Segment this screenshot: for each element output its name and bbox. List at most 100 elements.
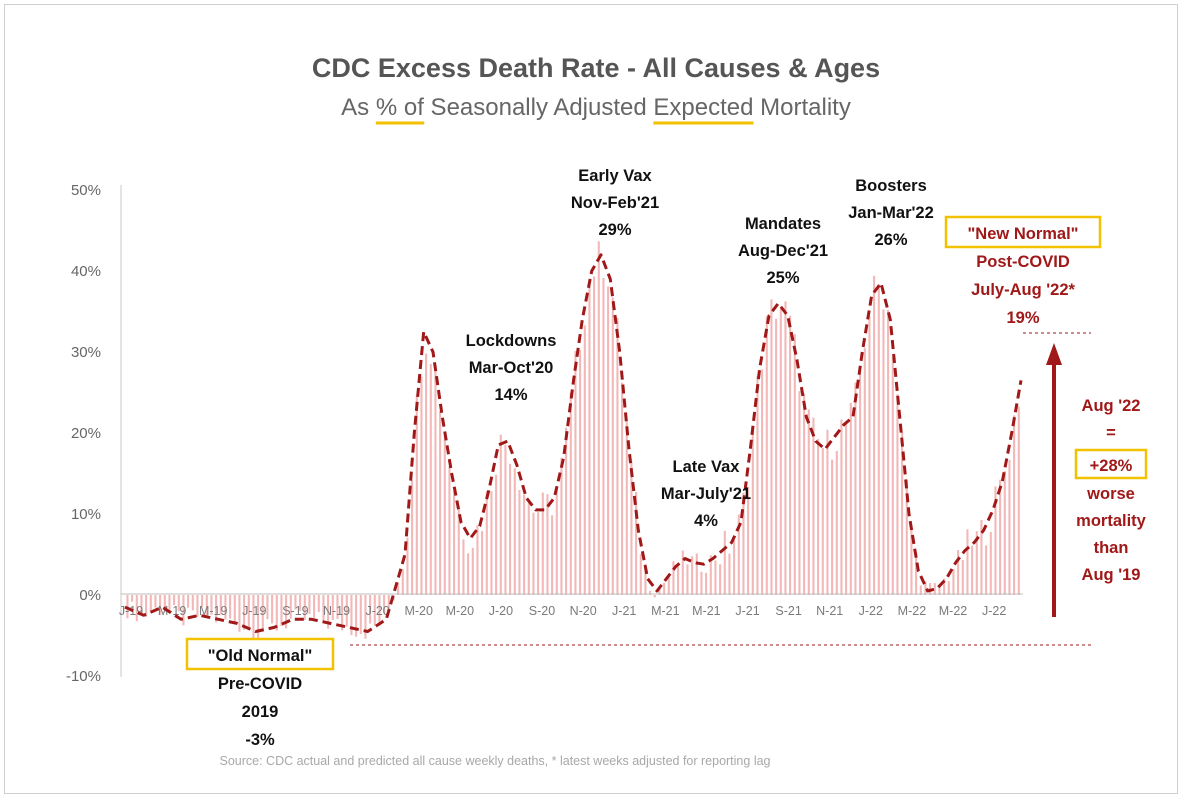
week-bar <box>397 582 400 595</box>
chart-frame: CDC Excess Death Rate - All Causes & Age… <box>4 4 1178 794</box>
week-bar <box>812 417 815 595</box>
week-bar <box>882 309 885 595</box>
week-bar <box>187 595 190 608</box>
week-bar <box>672 561 675 595</box>
week-bar <box>182 595 185 626</box>
svg-text:29%: 29% <box>598 221 631 239</box>
week-bar <box>957 549 960 595</box>
svg-text:than: than <box>1094 539 1129 557</box>
week-bar <box>238 595 241 632</box>
week-bar <box>527 501 530 595</box>
week-bar <box>429 364 432 595</box>
week-bar <box>201 595 204 608</box>
annotation-mandates: Mandates Aug-Dec'21 25% <box>738 215 828 287</box>
week-bar <box>616 317 619 595</box>
week-bar <box>555 486 558 595</box>
week-bar <box>630 460 633 595</box>
week-bar <box>719 564 722 595</box>
week-bar <box>369 595 372 624</box>
week-bar <box>733 540 736 595</box>
svg-text:Lockdowns: Lockdowns <box>466 332 557 350</box>
week-bar <box>695 553 698 595</box>
subtitle-part-highlight-1: % of <box>376 94 424 121</box>
subtitle-part-5: Mortality <box>753 94 850 121</box>
week-bar <box>588 283 591 595</box>
svg-text:Mar-Oct'20: Mar-Oct'20 <box>469 359 554 377</box>
week-bar <box>770 299 773 595</box>
week-bar <box>154 595 157 608</box>
week-bar <box>943 578 946 595</box>
week-bar <box>658 587 661 595</box>
svg-text:July-Aug '22*: July-Aug '22* <box>971 281 1075 299</box>
svg-text:worse: worse <box>1086 485 1135 503</box>
week-bar <box>747 486 750 595</box>
week-bar <box>971 545 974 595</box>
week-bar <box>350 595 353 636</box>
week-bar <box>663 582 666 595</box>
annotation-late-vax: Late Vax Mar-July'21 4% <box>661 458 751 530</box>
week-bar <box>420 376 423 595</box>
y-tick-label: 50% <box>71 182 101 199</box>
svg-text:Mandates: Mandates <box>745 215 821 233</box>
x-tick-label: S-21 <box>775 604 801 618</box>
week-bar <box>705 572 708 595</box>
week-bar <box>317 595 320 613</box>
svg-text:2019: 2019 <box>242 703 279 721</box>
week-bar <box>541 492 544 595</box>
week-bar <box>205 595 208 619</box>
week-bar <box>163 595 166 613</box>
annotation-old-normal: "Old Normal" Pre-COVID 2019 -3% <box>185 637 335 749</box>
week-bar <box>485 491 488 595</box>
week-bar <box>597 241 600 596</box>
week-bar <box>224 595 227 620</box>
week-bar <box>980 519 983 595</box>
svg-text:mortality: mortality <box>1076 512 1147 530</box>
svg-text:26%: 26% <box>874 231 907 249</box>
week-bar <box>387 595 390 612</box>
week-bar <box>849 402 852 595</box>
week-bar <box>434 364 437 595</box>
x-tick-label: M-21 <box>651 604 680 618</box>
y-tick-labels: 50% 40% 30% 20% 10% 0% -10% <box>66 182 101 685</box>
x-tick-label: N-20 <box>570 604 597 618</box>
week-bar <box>481 531 484 595</box>
week-bar <box>821 447 824 595</box>
week-bar <box>327 595 330 629</box>
week-bar <box>551 515 554 595</box>
svg-text:-3%: -3% <box>245 731 275 749</box>
week-bar <box>723 530 726 595</box>
week-bar <box>383 595 386 614</box>
x-tick-label: M-19 <box>158 604 187 618</box>
old-normal-highlight-box <box>185 637 335 671</box>
week-bar <box>495 474 498 595</box>
week-bar <box>322 595 325 623</box>
week-bar <box>257 595 260 638</box>
svg-text:Early Vax: Early Vax <box>578 167 652 185</box>
week-bar <box>714 560 717 595</box>
week-bar <box>901 431 904 595</box>
annotation-boosters: Boosters Jan-Mar'22 26% <box>848 177 934 249</box>
week-bar <box>177 595 180 612</box>
chart-title: CDC Excess Death Rate - All Causes & Age… <box>312 53 880 83</box>
svg-text:14%: 14% <box>494 386 527 404</box>
week-bar <box>168 595 171 611</box>
week-bar <box>709 555 712 595</box>
increase-highlight-box <box>1074 448 1148 480</box>
annotation-lockdowns: Lockdowns Mar-Oct'20 14% <box>466 332 557 404</box>
week-bar <box>667 576 670 595</box>
svg-text:25%: 25% <box>766 269 799 287</box>
week-bar <box>303 595 306 620</box>
week-bar <box>219 595 222 615</box>
week-bar <box>448 466 451 595</box>
week-bar <box>737 514 740 595</box>
source-note: Source: CDC actual and predicted all cau… <box>220 754 771 768</box>
week-bar <box>243 595 246 630</box>
week-bar <box>131 595 134 602</box>
week-bar <box>308 595 311 614</box>
week-bar <box>784 301 787 595</box>
week-bar <box>845 421 848 595</box>
svg-text:4%: 4% <box>694 512 718 530</box>
week-bar <box>565 427 568 595</box>
week-bar <box>602 277 605 595</box>
week-bar <box>471 547 474 595</box>
